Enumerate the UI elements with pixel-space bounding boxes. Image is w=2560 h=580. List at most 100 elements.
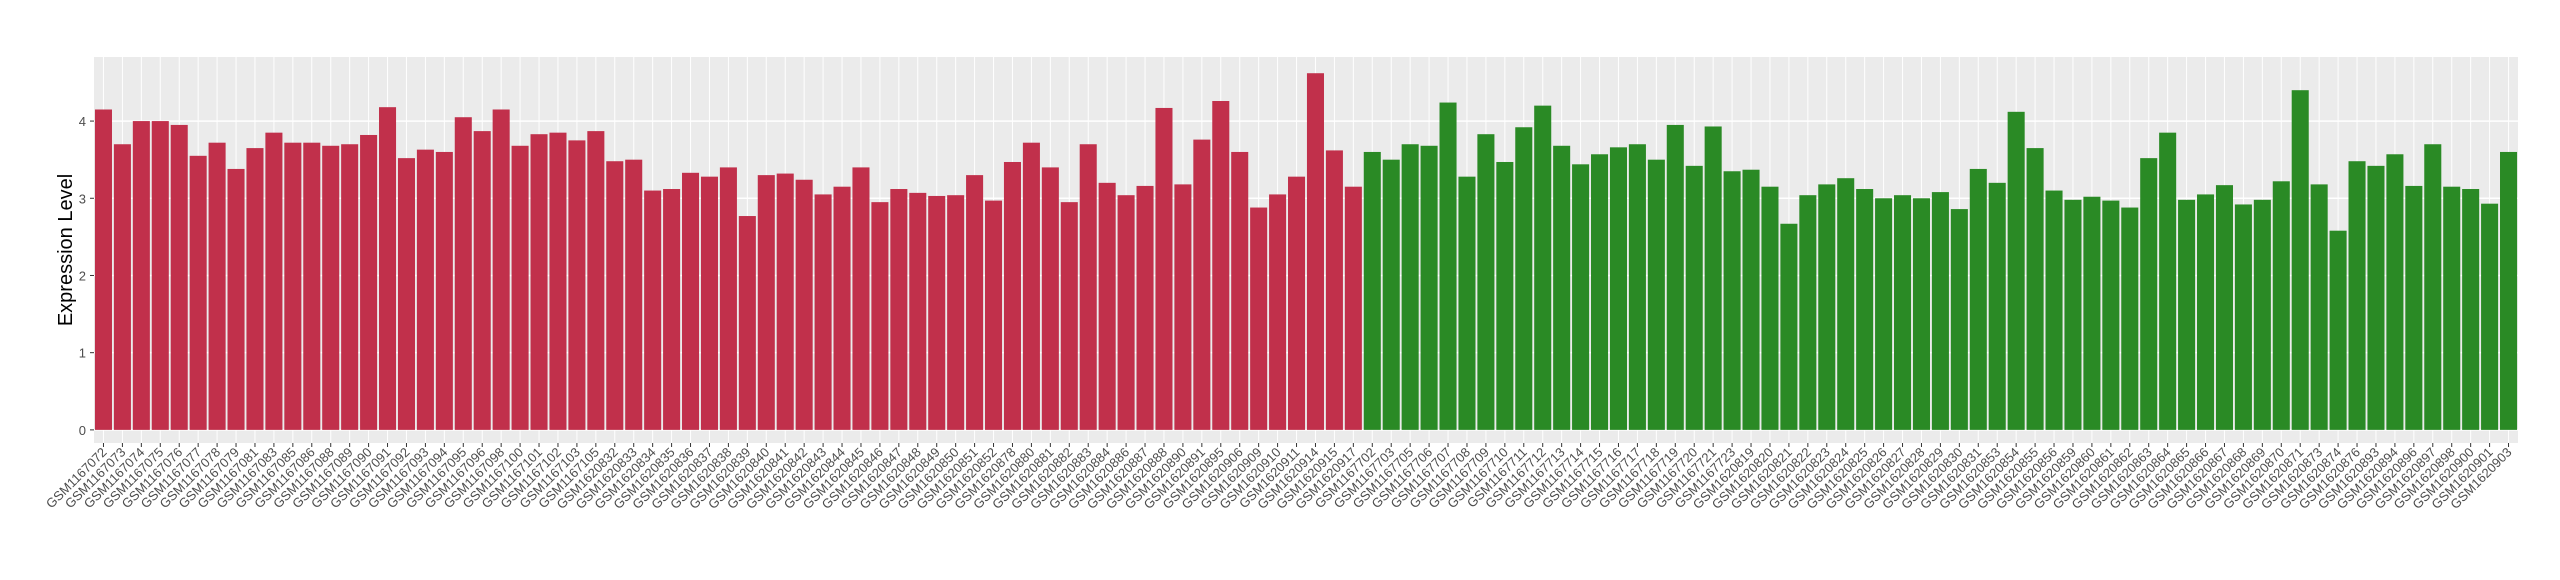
bar xyxy=(2291,90,2309,430)
bar xyxy=(1401,144,1419,430)
bar xyxy=(568,140,586,430)
bar xyxy=(2121,207,2139,430)
bar xyxy=(2197,194,2215,430)
bar xyxy=(132,121,150,430)
bar xyxy=(2386,154,2404,430)
bar xyxy=(1628,144,1646,430)
bar xyxy=(1837,178,1855,430)
bar xyxy=(2178,199,2196,430)
bar xyxy=(227,168,245,430)
bar xyxy=(1591,154,1609,430)
bar xyxy=(170,124,188,430)
bar xyxy=(1875,198,1893,430)
bar xyxy=(1894,195,1912,430)
bar xyxy=(2367,165,2385,430)
y-tick-label: 3 xyxy=(79,191,86,206)
bar xyxy=(530,134,548,430)
bar xyxy=(2462,189,2480,430)
bar xyxy=(1136,185,1154,430)
bar xyxy=(2064,199,2082,430)
bar xyxy=(1269,194,1287,430)
bar xyxy=(2500,151,2518,430)
bar xyxy=(1155,107,1173,430)
bar xyxy=(587,131,605,430)
y-tick-label: 2 xyxy=(79,268,86,283)
bar xyxy=(1344,186,1362,430)
bar xyxy=(1515,127,1533,430)
bar xyxy=(1988,182,2006,430)
bar xyxy=(2405,185,2423,430)
bar xyxy=(1041,167,1059,430)
bar xyxy=(303,142,321,430)
bar xyxy=(2007,111,2025,430)
bar xyxy=(1250,207,1268,430)
bar xyxy=(1439,102,1457,430)
bar xyxy=(738,216,756,430)
bar xyxy=(719,167,737,430)
bar xyxy=(1666,124,1684,430)
bar xyxy=(2215,185,2233,430)
bar xyxy=(416,149,434,430)
bar xyxy=(1950,209,1968,430)
bar xyxy=(966,175,984,430)
bar xyxy=(511,145,529,430)
bar xyxy=(1742,169,1760,430)
bar xyxy=(1325,150,1343,430)
bar xyxy=(833,186,851,430)
bar xyxy=(2424,144,2442,430)
bar xyxy=(1458,176,1476,430)
bar xyxy=(1079,144,1097,430)
bar xyxy=(1723,171,1741,430)
y-tick-label: 0 xyxy=(79,423,86,438)
bar xyxy=(2481,203,2499,430)
bar xyxy=(1382,159,1400,430)
bar xyxy=(663,189,681,430)
bar xyxy=(151,121,169,430)
bar xyxy=(1856,189,1874,430)
bar xyxy=(1572,164,1590,430)
bar xyxy=(2083,196,2101,430)
bar xyxy=(1912,198,1930,430)
y-axis-title: Expression Level xyxy=(55,174,77,326)
bar xyxy=(871,202,889,430)
bar xyxy=(208,142,226,430)
bar xyxy=(1818,184,1836,430)
bar xyxy=(341,144,359,430)
bar xyxy=(265,132,283,430)
bar xyxy=(1477,134,1495,430)
bar xyxy=(454,117,472,430)
bar xyxy=(189,155,207,430)
bar xyxy=(1363,151,1381,430)
bar xyxy=(549,132,567,430)
bar xyxy=(795,179,813,430)
bar xyxy=(113,144,131,430)
bar xyxy=(1098,182,1116,430)
bar xyxy=(1609,147,1627,430)
bar xyxy=(2159,132,2177,430)
y-tick-label: 1 xyxy=(79,346,86,361)
bar xyxy=(814,194,832,430)
bar xyxy=(928,195,946,430)
bar xyxy=(1174,184,1192,430)
bar xyxy=(1685,165,1703,430)
bar xyxy=(2272,181,2290,430)
bar xyxy=(1212,101,1230,430)
bar xyxy=(1117,195,1135,430)
bar xyxy=(1780,223,1798,430)
bar xyxy=(852,167,870,430)
bar xyxy=(985,200,1003,430)
bar xyxy=(1496,161,1514,430)
bar xyxy=(94,109,112,430)
bar xyxy=(473,131,491,430)
bar xyxy=(1420,145,1438,430)
bar xyxy=(2348,161,2366,430)
bar xyxy=(2443,186,2461,430)
bar xyxy=(2140,158,2158,430)
bar xyxy=(2234,204,2252,430)
bar xyxy=(435,151,453,430)
bar xyxy=(1193,139,1211,430)
bar xyxy=(2253,199,2271,430)
bar xyxy=(757,175,775,430)
